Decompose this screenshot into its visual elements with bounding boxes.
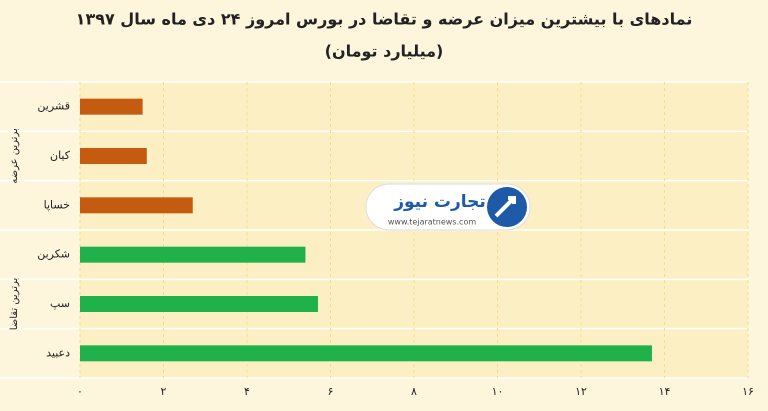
watermark-url: www.tejaratnews.com xyxy=(388,218,476,227)
x-tick-label: ۴ xyxy=(244,385,250,398)
x-tick-label: ۱۲ xyxy=(575,385,587,398)
group-label: برترین تقاضا xyxy=(9,278,20,331)
bar xyxy=(80,148,147,164)
bar xyxy=(80,246,306,263)
watermark-bg xyxy=(365,183,531,231)
y-tick-label: کیان xyxy=(50,149,71,162)
x-tick-label: ۱۶ xyxy=(742,385,754,398)
y-tick-label: دعبید xyxy=(46,346,70,359)
y-tick-label: خساپا xyxy=(44,198,70,211)
y-tick-label: شکربن xyxy=(37,248,70,261)
y-tick-label: سپ xyxy=(50,297,70,310)
x-tick-label: ۱۴ xyxy=(659,385,671,398)
x-tick-label: ۶ xyxy=(328,385,334,398)
bar xyxy=(80,345,652,362)
y-tick-label: قشرین xyxy=(37,100,70,113)
chart-title: نمادهای با بیشترین میزان عرضه و تقاضا در… xyxy=(76,10,693,29)
watermark-brand: تجارت نیوز xyxy=(393,192,486,212)
group-label: برترین عرضه xyxy=(9,128,20,184)
bar xyxy=(80,197,193,214)
watermark: تجارت نیوز www.tejaratnews.com xyxy=(365,183,531,231)
x-tick-label: ۱۰ xyxy=(492,385,504,398)
x-tick-label: ۲ xyxy=(161,385,167,398)
watermark-arrow xyxy=(494,196,516,218)
x-tick-label: ۰ xyxy=(77,385,83,398)
chart-subtitle: (میلیارد تومان) xyxy=(325,42,444,61)
bar xyxy=(80,98,143,115)
x-tick-label: ۸ xyxy=(411,385,417,398)
bar xyxy=(80,296,318,312)
